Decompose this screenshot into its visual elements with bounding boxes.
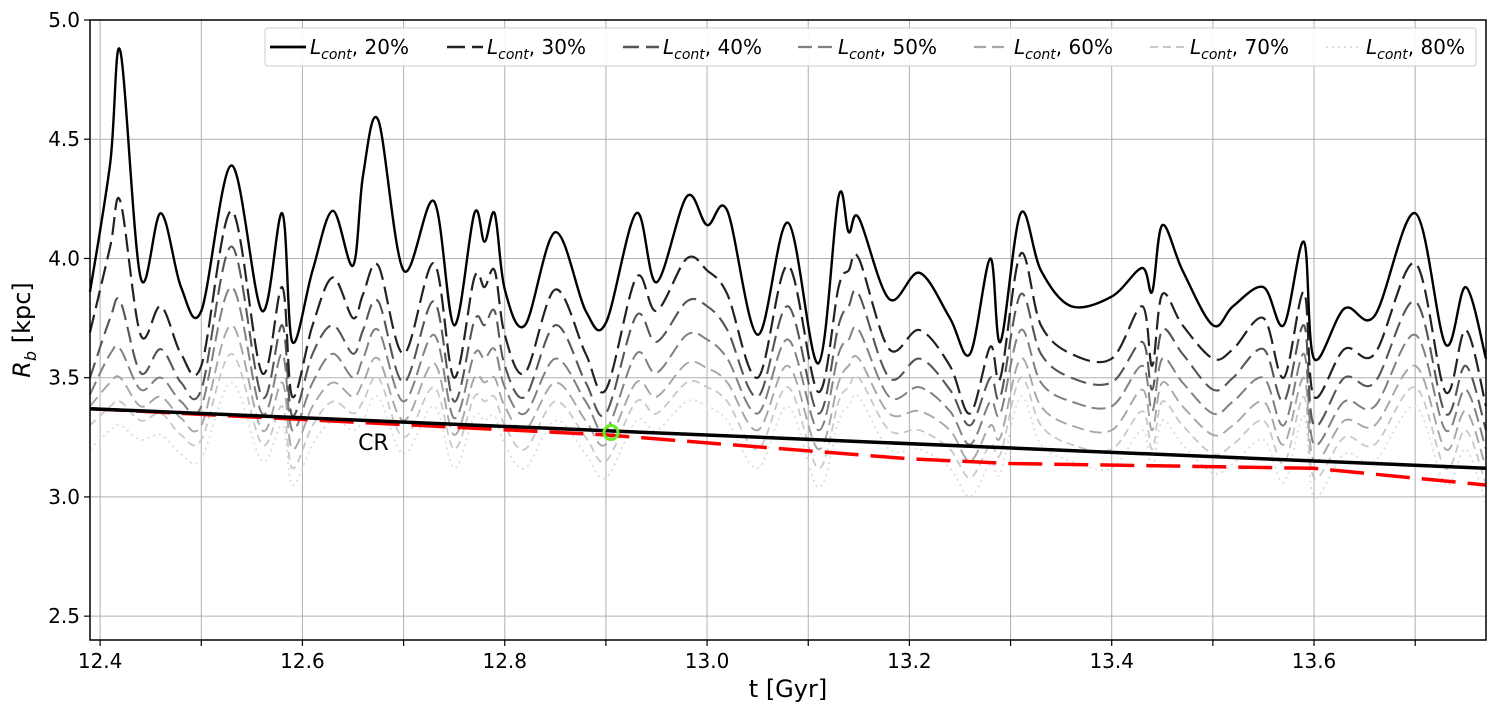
x-tick-label: 13.2 [887,649,932,673]
legend-item: Lcont, 60% [974,35,1113,63]
y-axis-label-unit: [kpc] [8,282,36,351]
red-dashed-line [89,406,1487,487]
y-axis-label: Rb [kpc] [8,282,40,378]
plot-background [90,20,1486,640]
legend-label: Lcont, 20% [310,35,409,63]
legend: Lcont, 20% Lcont, 30% Lcont, 40% Lcont, 50%… [264,27,1477,67]
x-tick-label: 12.8 [482,649,527,673]
legend-label: Lcont, 40% [663,35,762,63]
series-line [88,197,1488,415]
y-tick-label: 3.0 [48,485,80,509]
plot-frame [89,19,1487,641]
legend-label: Lcont, 30% [487,35,586,63]
x-tick-label: 13.6 [1292,649,1337,673]
overlay-lines [89,406,1487,487]
legend-item: Lcont, 80% [1326,35,1465,63]
legend-label: Lcont, 60% [1014,35,1113,63]
legend-label: Lcont, 70% [1190,35,1289,63]
x-axis-ticks: 12.4 12.6 12.8 13.0 13.2 13.4 13.6 [78,640,1416,673]
y-axis-ticks: 2.5 3.0 3.5 4.0 4.5 5.0 [48,8,90,628]
series-line [88,47,1488,365]
series-line [89,324,1487,469]
x-axis-label: t [Gyr] [749,675,827,703]
cr-line [89,406,1487,471]
series-line [89,381,1487,505]
y-axis-label-main: R [8,361,36,378]
series-line [89,286,1487,450]
x-tick-label: 13.4 [1089,649,1134,673]
series-line [89,352,1487,486]
y-tick-label: 2.5 [48,604,80,628]
y-tick-label: 5.0 [48,8,80,32]
marker-circle [602,424,620,442]
x-tick-label: 12.4 [78,649,123,673]
y-tick-label: 4.0 [48,246,80,270]
legend-label: Lcont, 50% [838,35,937,63]
y-tick-label: 4.5 [48,127,80,151]
y-axis-label-sub: b [21,351,40,361]
x-tick-label: 12.6 [280,649,325,673]
legend-item: Lcont, 20% [270,35,409,63]
legend-item: Lcont, 70% [1150,35,1289,63]
legend-label: Lcont, 80% [1366,35,1465,63]
legend-box [264,27,1477,67]
cr-annotation: CR [358,431,389,456]
legend-item: Lcont, 40% [623,35,762,63]
series-lines [88,47,1488,505]
y-tick-label: 3.5 [48,366,80,390]
legend-item: Lcont, 50% [798,35,937,63]
x-tick-label: 13.0 [685,649,730,673]
legend-item: Lcont, 30% [447,35,586,63]
